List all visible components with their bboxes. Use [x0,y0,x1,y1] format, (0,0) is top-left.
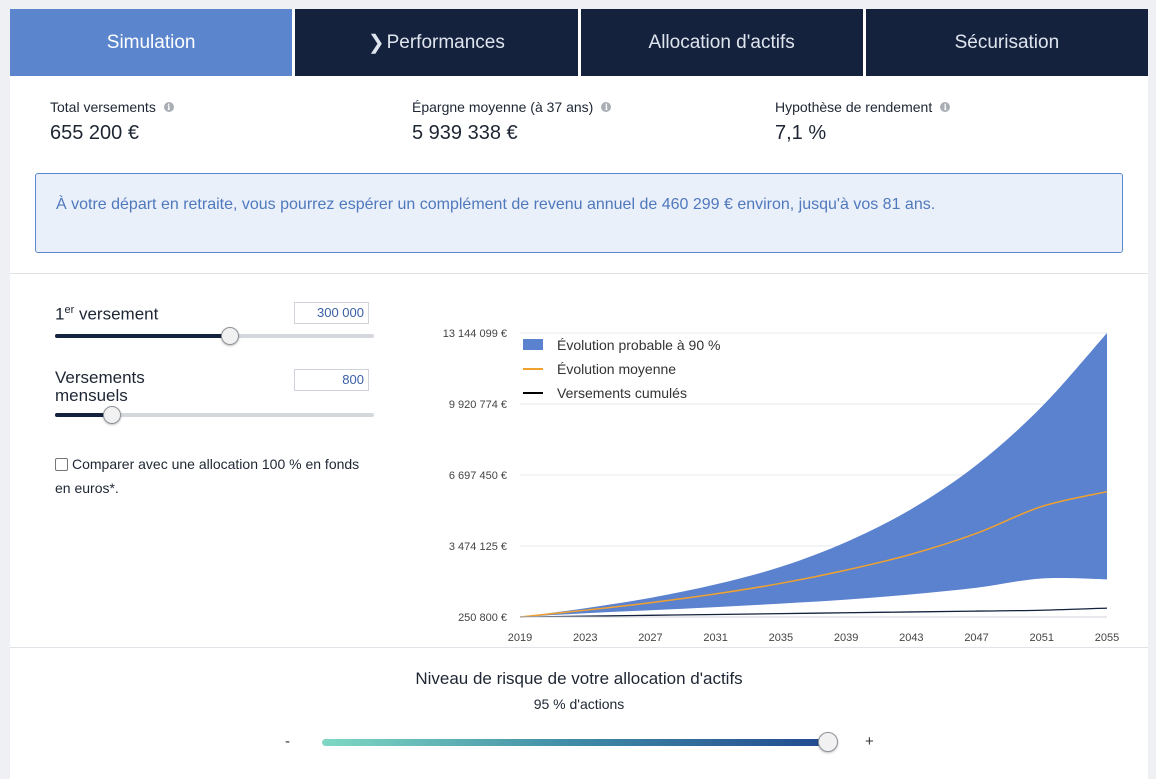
legend-label[interactable]: Évolution moyenne [557,361,676,377]
x-tick-label: 2055 [1095,632,1119,644]
info-icon[interactable]: i [163,102,174,112]
stat-value: 655 200 € [50,122,139,144]
y-tick-label: 250 800 € [458,612,507,624]
tab-securisation-label: Sécurisation [954,31,1060,53]
simulation-panel: Simulation ❯ Performances Allocation d'ac… [10,9,1148,779]
mean-line [519,490,1108,618]
stat-value: 7,1 % [775,122,827,144]
cumulative-line [519,607,1108,618]
slider-fill [55,334,231,338]
tab-simulation-label: Simulation [106,31,196,53]
risk-decrease-button[interactable]: - [285,733,290,750]
first-payment-label: 1er versement [55,301,158,324]
probable-range-area [520,333,1107,617]
x-tick-label: 2051 [1030,632,1054,644]
risk-slider[interactable] [322,732,838,752]
monthly-payment-input[interactable]: 800 [294,369,369,391]
tab-performances[interactable]: ❯ Performances [295,9,578,76]
label-superscript: er [64,304,75,316]
chevron-right-icon: ❯ [367,32,385,54]
y-tick-label: 9 920 774 € [449,399,507,411]
info-icon[interactable]: i [940,102,951,112]
compare-label: Comparer avec une allocation 100 % en fo… [55,456,360,496]
x-tick-label: 2043 [899,632,923,644]
y-tick-label: 6 697 450 € [449,470,507,482]
label-line: mensuels [55,386,128,405]
stat-label: Total versements [50,99,156,115]
first-payment-input[interactable]: 300 000 [294,302,369,324]
legend-label[interactable]: Évolution probable à 90 % [557,337,720,353]
tab-simulation[interactable]: Simulation [10,9,293,76]
stat-label: Épargne moyenne (à 37 ans) [412,99,594,115]
tab-securisation[interactable]: Sécurisation [865,9,1148,76]
slider-fill [55,413,113,417]
risk-increase-button[interactable]: + [865,733,874,750]
y-tick-label: 3 474 125 € [449,541,507,553]
risk-title: Niveau de risque de votre allocation d'a… [415,669,743,688]
first-payment-slider[interactable] [55,327,374,345]
summary-stats: Total versements i 655 200 € Épargne moye… [50,99,1110,159]
slider-handle[interactable] [103,406,122,424]
stat-epargne-moyenne: Épargne moyenne (à 37 ans) i 5 939 338 € [412,99,612,145]
tab-allocation[interactable]: Allocation d'actifs [580,9,863,76]
stat-total-versements: Total versements i 655 200 € [50,99,174,145]
section-divider [10,647,1148,648]
section-divider [10,273,1148,274]
tab-allocation-label: Allocation d'actifs [648,31,795,53]
label-text: versement [74,304,159,324]
x-tick-label: 2027 [638,632,662,644]
compare-checkbox[interactable] [55,458,68,471]
projection-chart: 13 144 099 € 9 920 774 € 6 697 450 € 3 474 … [443,328,1119,644]
x-tick-label: 2023 [573,632,597,644]
tab-performances-label: Performances [386,31,505,53]
compare-option[interactable]: Comparer avec une allocation 100 % en fo… [55,452,375,500]
legend-label[interactable]: Versements cumulés [557,385,687,401]
stat-value: 5 939 338 € [412,122,518,144]
stat-hypothese-rendement: Hypothèse de rendement i 7,1 % [775,99,951,145]
retirement-income-banner: À votre départ en retraite, vous pourrez… [35,173,1123,253]
x-tick-label: 2031 [703,632,727,644]
monthly-payment-label: Versements mensuels [55,369,145,405]
risk-slider-handle[interactable] [818,732,838,752]
risk-subtitle: 95 % d'actions [533,696,625,712]
x-tick-label: 2039 [834,632,858,644]
x-tick-label: 2019 [508,632,532,644]
banner-text: À votre départ en retraite, vous pourrez… [56,196,936,213]
slider-handle[interactable] [221,327,240,345]
monthly-payment-slider[interactable] [55,406,374,424]
label-text: 1 [55,304,65,324]
tab-bar: Simulation ❯ Performances Allocation d'ac… [10,9,1148,76]
x-tick-label: 2035 [769,632,793,644]
info-icon[interactable]: i [601,102,612,112]
legend-swatch-band [523,339,543,350]
label-line: Versements [55,368,145,387]
stat-label: Hypothèse de rendement [775,99,933,115]
y-tick-label: 13 144 099 € [443,328,507,340]
x-tick-label: 2047 [964,632,988,644]
